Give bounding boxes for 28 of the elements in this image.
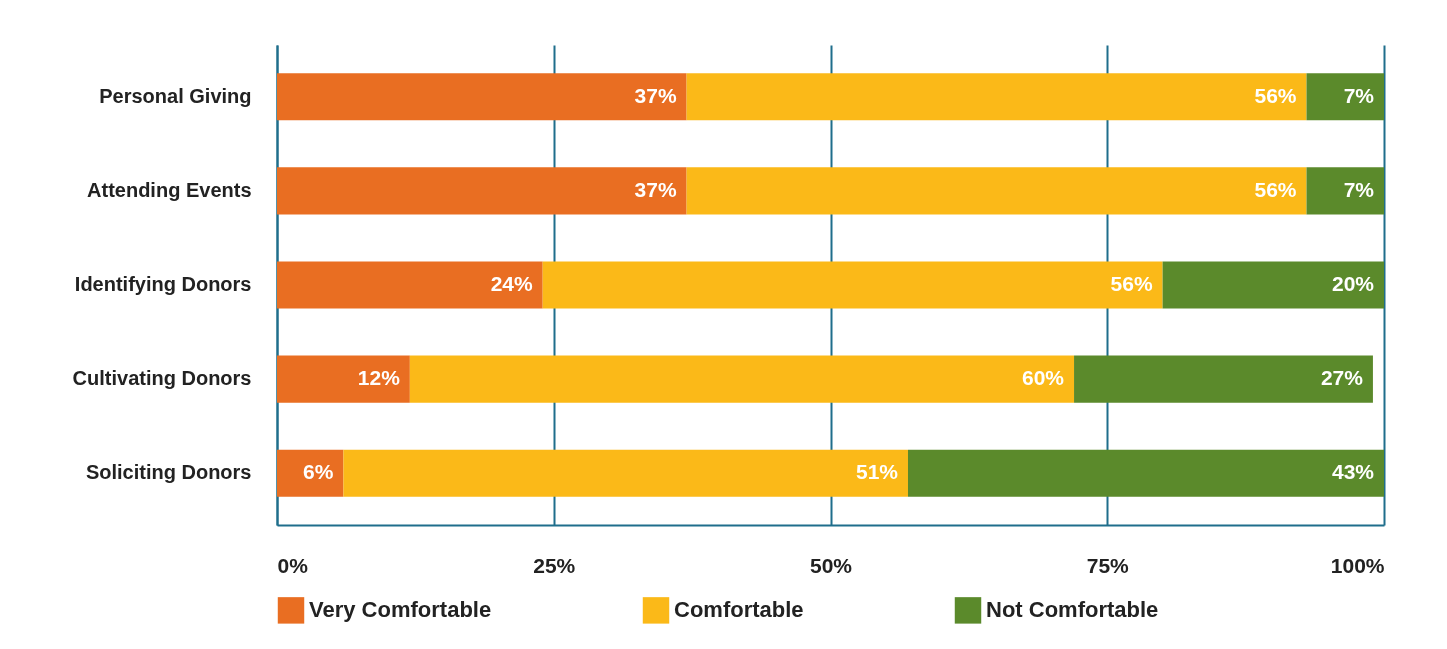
data-label: 43%: [1331, 460, 1375, 484]
data-label: 24%: [490, 272, 534, 295]
y-tick-label: Identifying Donors: [74, 273, 252, 295]
data-label: 56%: [1110, 272, 1153, 295]
y-tick-label: Attending Events: [87, 178, 252, 201]
x-tick-label: 50%: [809, 553, 853, 577]
data-label: 7%: [1343, 177, 1375, 201]
data-label: 12%: [357, 366, 401, 390]
data-label: 60%: [1022, 366, 1065, 390]
y-tick-label: Cultivating Donors: [72, 367, 252, 390]
data-label: 56%: [1254, 83, 1297, 107]
x-tick-label: 100%: [1330, 553, 1385, 577]
data-label: 37%: [634, 177, 677, 201]
data-label: 27%: [1320, 366, 1364, 390]
data-label: 20%: [1331, 272, 1375, 295]
data-label: 6%: [303, 460, 334, 484]
x-tick-label: 25%: [533, 553, 576, 577]
legend-label: Comfortable: [674, 597, 804, 623]
legend-label: Very Comfortable: [309, 597, 492, 623]
legend-label: Not Comfortable: [986, 597, 1159, 623]
x-tick-label: 0%: [277, 553, 309, 577]
data-label: 7%: [1343, 83, 1375, 107]
x-tick-label: 75%: [1086, 553, 1130, 577]
data-label: 51%: [855, 460, 899, 484]
data-label: 37%: [634, 83, 677, 107]
data-label: 56%: [1254, 177, 1297, 201]
y-tick-label: Personal Giving: [99, 84, 252, 107]
y-tick-label: Soliciting Donors: [85, 461, 252, 484]
